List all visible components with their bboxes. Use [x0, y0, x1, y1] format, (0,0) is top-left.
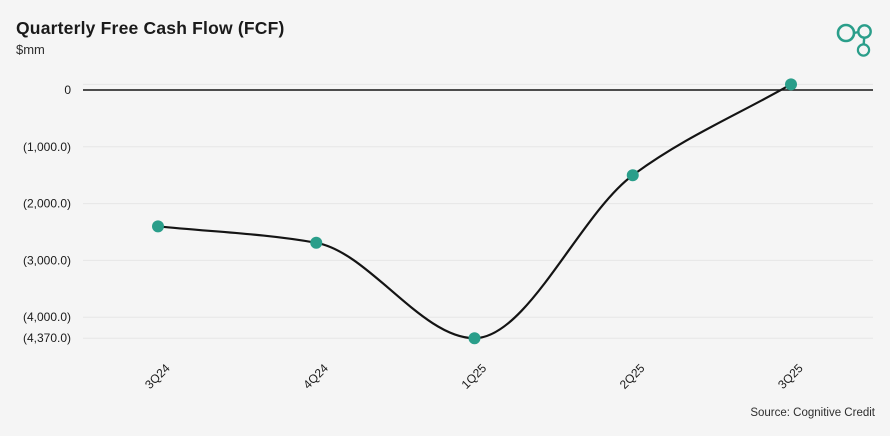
y-tick-label: 0	[64, 83, 71, 97]
y-tick-label: (4,000.0)	[23, 310, 71, 324]
data-point-4Q24[interactable]	[310, 236, 323, 249]
cognitive-credit-logo-icon	[836, 23, 872, 57]
fcf-curve	[156, 83, 793, 340]
y-tick-label: (3,000.0)	[23, 253, 71, 267]
y-tick-label: (4,370.0)	[23, 331, 71, 345]
x-tick-label: 2Q25	[617, 361, 648, 392]
x-tick-label: 3Q25	[775, 361, 806, 392]
page-title: Quarterly Free Cash Flow (FCF)	[16, 18, 285, 38]
units-label: $mm	[16, 42, 45, 57]
data-point-2Q25[interactable]	[626, 169, 639, 182]
data-point-3Q25[interactable]	[785, 78, 797, 91]
y-tick-label: (1,000.0)	[23, 140, 71, 154]
x-tick-label: 4Q24	[300, 361, 331, 392]
data-point-1Q25[interactable]	[468, 332, 481, 345]
source-attribution: Source: Cognitive Credit	[750, 407, 875, 419]
chart-header: Quarterly Free Cash Flow (FCF) $mm	[16, 18, 285, 57]
data-point-3Q24[interactable]	[152, 220, 164, 233]
x-tick-label: 3Q24	[142, 361, 173, 392]
x-tick-label: 1Q25	[459, 361, 490, 392]
y-tick-label: (2,000.0)	[23, 197, 71, 211]
